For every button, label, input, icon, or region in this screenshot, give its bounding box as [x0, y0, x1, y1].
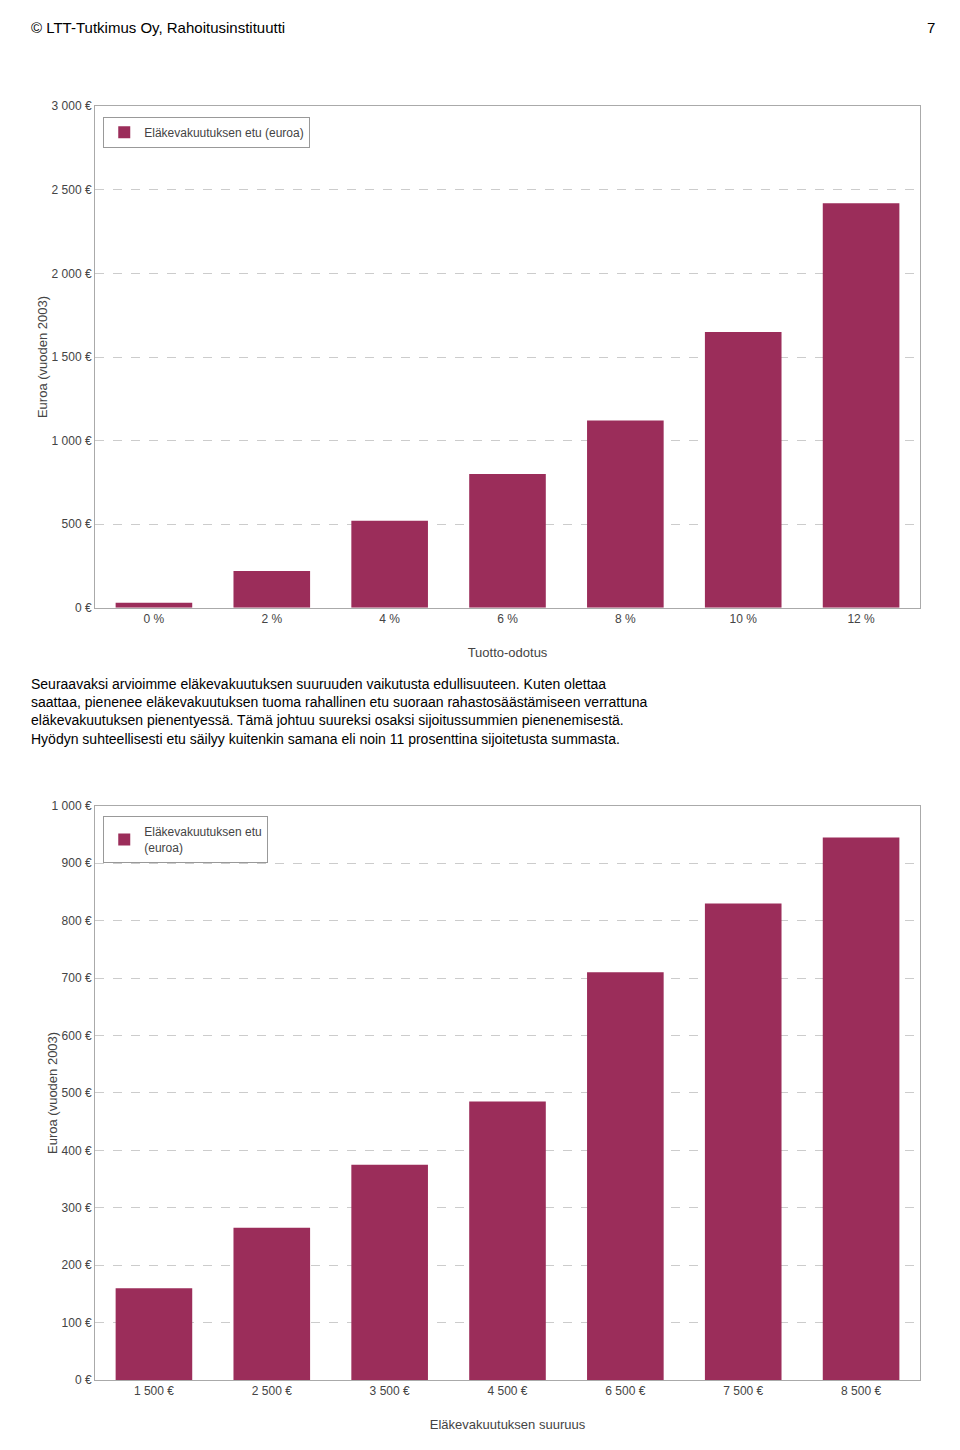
- svg-text:7: 7: [927, 19, 935, 36]
- svg-text:1 000 €: 1 000 €: [52, 434, 92, 448]
- svg-text:1 500 €: 1 500 €: [52, 350, 92, 364]
- svg-text:4 %: 4 %: [379, 612, 400, 626]
- svg-text:200 €: 200 €: [62, 1258, 92, 1272]
- svg-text:700 €: 700 €: [62, 971, 92, 985]
- svg-text:3 500 €: 3 500 €: [370, 1384, 410, 1398]
- svg-text:Tuotto-odotus: Tuotto-odotus: [468, 645, 548, 660]
- svg-text:Euroa (vuoden 2003): Euroa (vuoden 2003): [35, 296, 50, 418]
- svg-text:8 %: 8 %: [615, 612, 636, 626]
- svg-text:100 €: 100 €: [62, 1316, 92, 1330]
- svg-text:300 €: 300 €: [62, 1201, 92, 1215]
- svg-text:2 %: 2 %: [261, 612, 282, 626]
- svg-text:1 000 €: 1 000 €: [52, 799, 92, 813]
- svg-text:12 %: 12 %: [847, 612, 875, 626]
- svg-text:0 €: 0 €: [75, 1373, 92, 1387]
- svg-text:500 €: 500 €: [62, 1086, 92, 1100]
- svg-text:2 000 €: 2 000 €: [52, 267, 92, 281]
- svg-text:7 500 €: 7 500 €: [723, 1384, 763, 1398]
- svg-text:10 %: 10 %: [730, 612, 758, 626]
- svg-text:4 500 €: 4 500 €: [487, 1384, 527, 1398]
- svg-text:2 500 €: 2 500 €: [252, 1384, 292, 1398]
- svg-text:6 500 €: 6 500 €: [605, 1384, 645, 1398]
- svg-text:500 €: 500 €: [62, 517, 92, 531]
- svg-text:800 €: 800 €: [62, 914, 92, 928]
- svg-text:Eläkevakuutuksen etu (euroa): Eläkevakuutuksen etu (euroa): [144, 126, 303, 140]
- svg-text:0 €: 0 €: [75, 601, 92, 615]
- svg-text:Eläkevakuutuksen etu(euroa): Eläkevakuutuksen etu(euroa): [144, 825, 261, 855]
- svg-text:8 500 €: 8 500 €: [841, 1384, 881, 1398]
- svg-text:© LTT-Tutkimus Oy, Rahoitusins: © LTT-Tutkimus Oy, Rahoitusinstituutti: [31, 19, 285, 36]
- svg-text:6 %: 6 %: [497, 612, 518, 626]
- svg-text:3 000 €: 3 000 €: [52, 99, 92, 113]
- svg-text:1 500 €: 1 500 €: [134, 1384, 174, 1398]
- svg-text:900 €: 900 €: [62, 856, 92, 870]
- svg-text:Eläkevakuutuksen suuruus: Eläkevakuutuksen suuruus: [430, 1417, 586, 1432]
- svg-text:600 €: 600 €: [62, 1029, 92, 1043]
- svg-text:400 €: 400 €: [62, 1144, 92, 1158]
- svg-text:Seuraavaksi arvioimme eläkevak: Seuraavaksi arvioimme eläkevakuutuksen s…: [31, 676, 648, 747]
- svg-text:0 %: 0 %: [144, 612, 165, 626]
- svg-text:2 500 €: 2 500 €: [52, 183, 92, 197]
- svg-text:Euroa (vuoden 2003): Euroa (vuoden 2003): [45, 1032, 60, 1154]
